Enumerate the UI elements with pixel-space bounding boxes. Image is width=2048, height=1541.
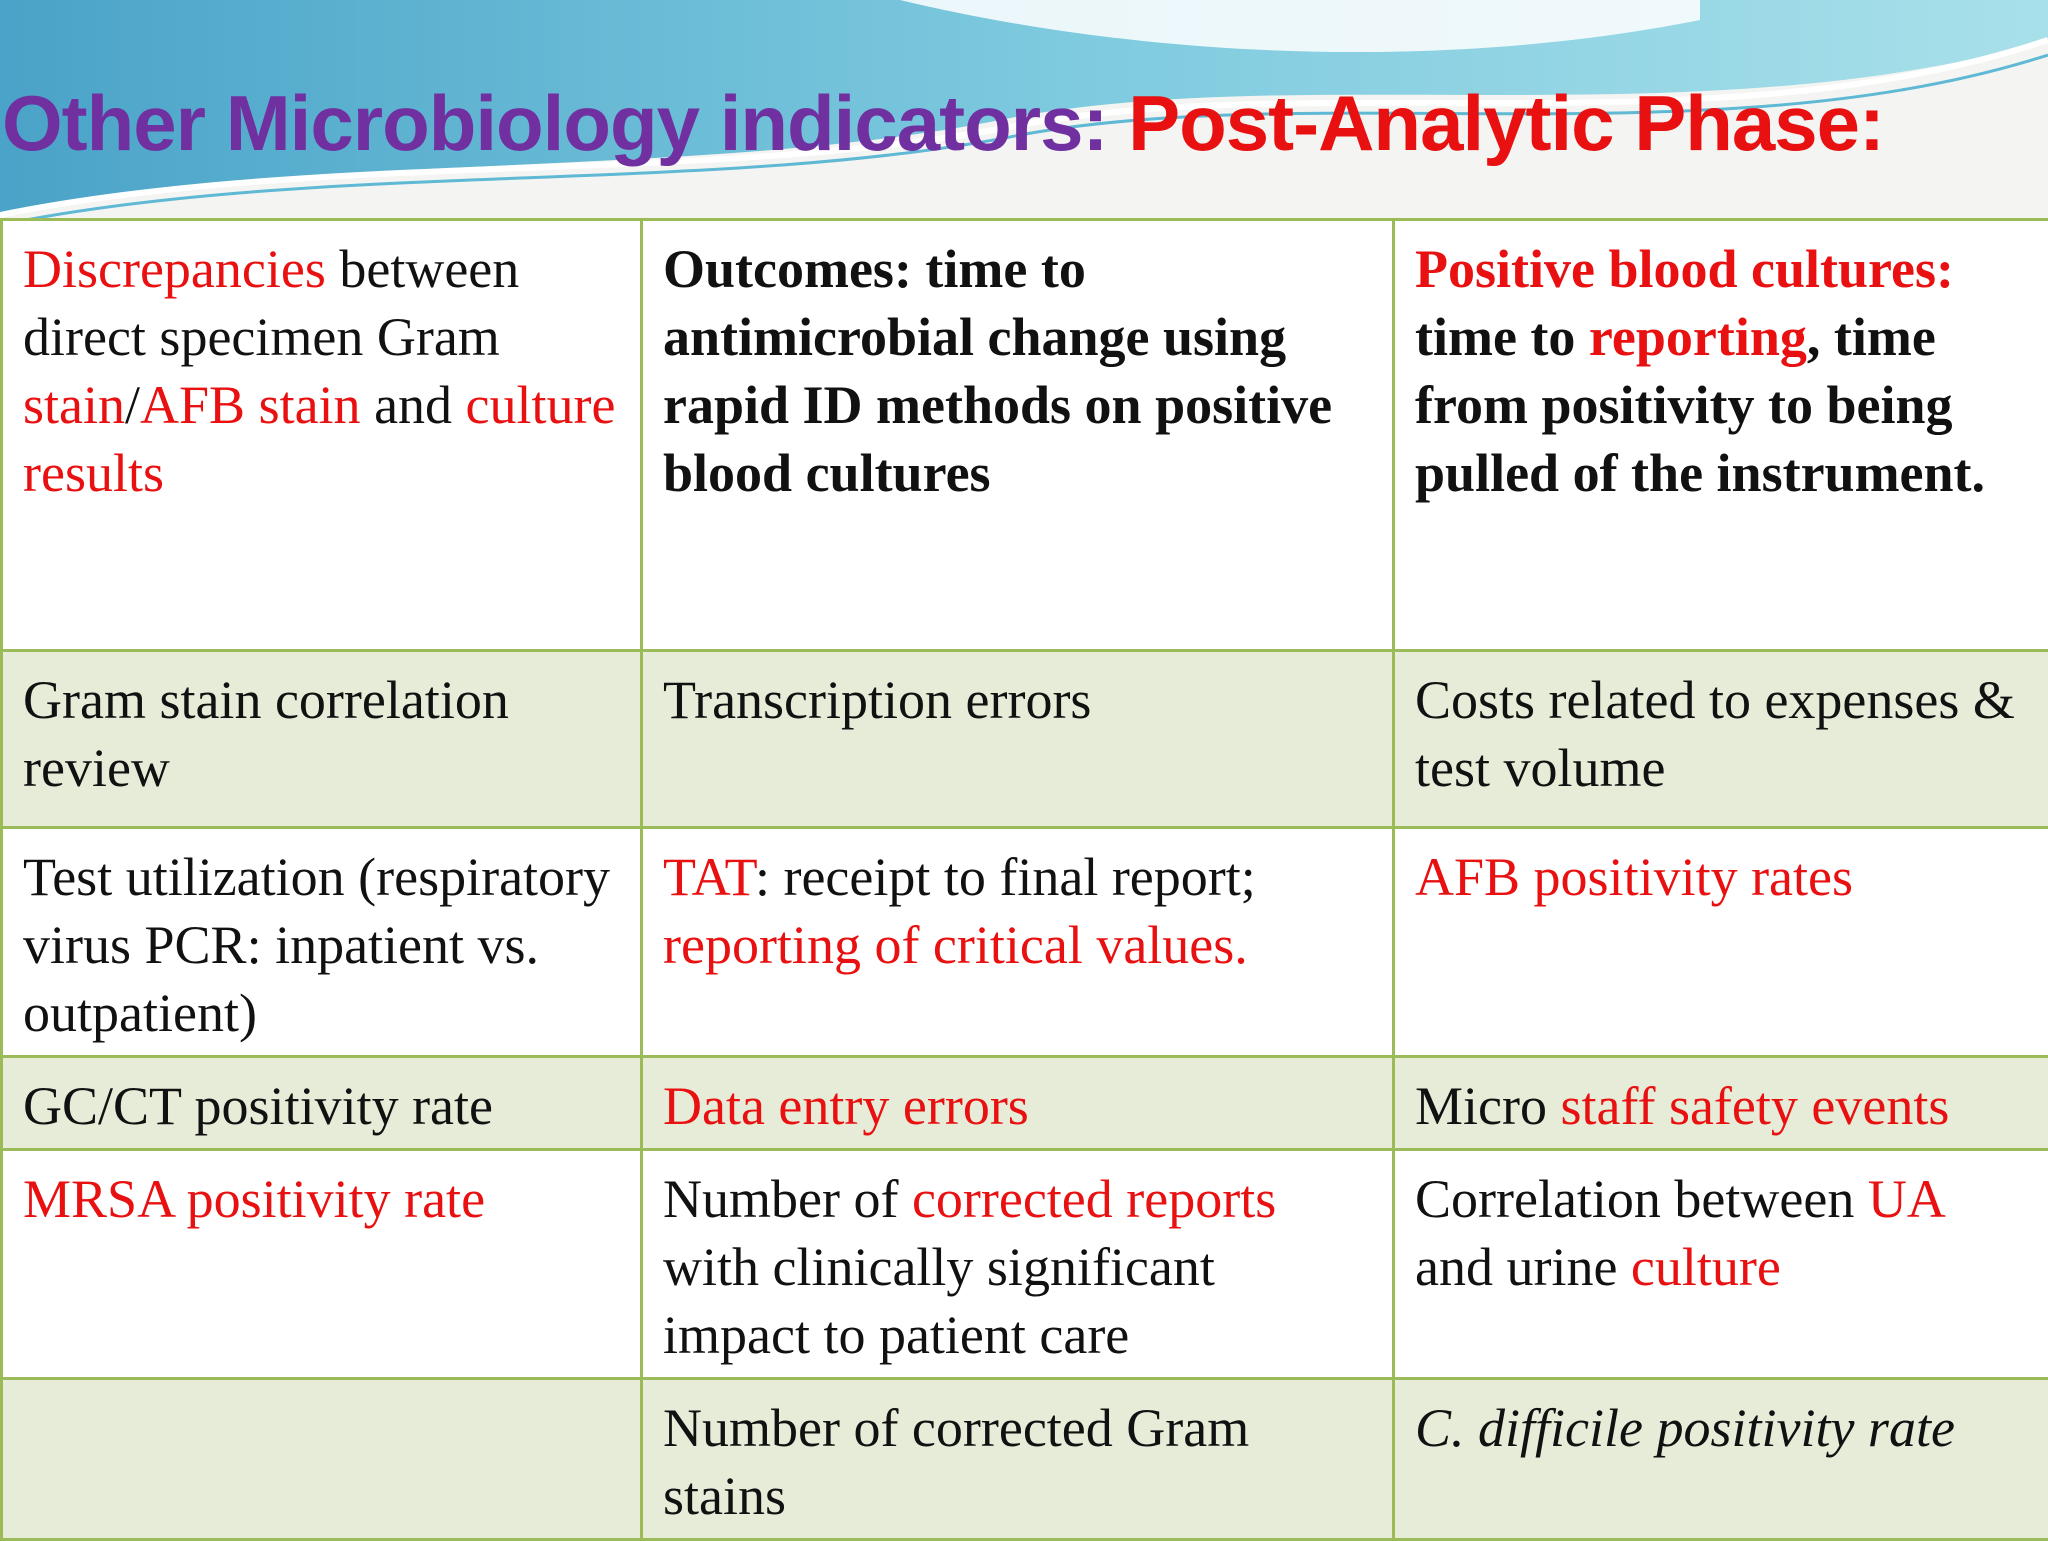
table-cell: Gram stain correlation review xyxy=(2,651,642,828)
cell-text-segment: / xyxy=(125,375,140,435)
table-cell: GC/CT positivity rate xyxy=(2,1057,642,1150)
cell-text-segment: with clinically significant impact to pa… xyxy=(663,1237,1215,1365)
table-cell: Positive blood cultures: time to reporti… xyxy=(1394,220,2048,651)
title-part-1: Other Microbiology indicators: xyxy=(2,79,1128,167)
cell-text-segment: AFB stain xyxy=(140,375,361,435)
cell-text-segment: corrected reports xyxy=(912,1169,1276,1229)
cell-text-segment: : receipt to final report; xyxy=(755,847,1256,907)
cell-text-segment: Number of xyxy=(663,1169,912,1229)
cell-text-segment: reporting of critical values. xyxy=(663,915,1248,975)
table-cell: Costs related to expenses & test volume xyxy=(1394,651,2048,828)
table-row: Test utilization (respiratory virus PCR:… xyxy=(2,828,2048,1057)
cell-text-segment: Correlation between xyxy=(1415,1169,1868,1229)
table-row: MRSA positivity rate Number of corrected… xyxy=(2,1150,2048,1379)
cell-text-segment: AFB positivity rates xyxy=(1415,847,1853,907)
table-row: Number of corrected Gram stains C. diffi… xyxy=(2,1379,2048,1540)
table-cell: TAT: receipt to final report; reporting … xyxy=(642,828,1394,1057)
cell-text-segment: TAT xyxy=(663,847,755,907)
table-row: Discrepancies between direct specimen Gr… xyxy=(2,220,2048,651)
cell-text-segment: GC/CT positivity rate xyxy=(23,1076,493,1136)
cell-text-segment: Outcomes: time to antimicrobial change u… xyxy=(663,239,1332,503)
table-cell: AFB positivity rates xyxy=(1394,828,2048,1057)
table-row: GC/CT positivity rate Data entry errors … xyxy=(2,1057,2048,1150)
table-cell: Number of corrected reports with clinica… xyxy=(642,1150,1394,1379)
cell-text-segment: and urine xyxy=(1415,1237,1631,1297)
table-cell: Correlation between UA and urine culture xyxy=(1394,1150,2048,1379)
cell-text-segment: Transcription errors xyxy=(663,670,1091,730)
cell-text-segment: UA xyxy=(1868,1169,1943,1229)
cell-text-segment: culture xyxy=(1631,1237,1781,1297)
table-cell: Outcomes: time to antimicrobial change u… xyxy=(642,220,1394,651)
cell-text-segment: C. difficile positivity rate xyxy=(1415,1398,1955,1458)
table-cell: Test utilization (respiratory virus PCR:… xyxy=(2,828,642,1057)
table-cell: C. difficile positivity rate xyxy=(1394,1379,2048,1540)
cell-text-segment: Positive blood cultures: xyxy=(1415,239,1954,299)
cell-text-segment: MRSA positivity rate xyxy=(23,1169,485,1229)
cell-text-segment: time to xyxy=(1415,307,1589,367)
slide-title: Other Microbiology indicators: Post-Anal… xyxy=(2,78,1884,169)
table-cell: Transcription errors xyxy=(642,651,1394,828)
table-cell xyxy=(2,1379,642,1540)
table-cell: Micro staff safety events xyxy=(1394,1057,2048,1150)
cell-text-segment: Discrepancies xyxy=(23,239,326,299)
cell-text-segment: reporting xyxy=(1589,307,1807,367)
table-row: Gram stain correlation review Transcript… xyxy=(2,651,2048,828)
indicators-table: Discrepancies between direct specimen Gr… xyxy=(0,218,2048,1541)
cell-text-segment: Test utilization (respiratory virus PCR:… xyxy=(23,847,610,1043)
table-cell: Data entry errors xyxy=(642,1057,1394,1150)
cell-text-segment: Number of corrected Gram stains xyxy=(663,1398,1249,1526)
cell-text-segment: Costs related to expenses & test volume xyxy=(1415,670,2015,798)
cell-text-segment: staff safety events xyxy=(1560,1076,1949,1136)
table-cell: Number of corrected Gram stains xyxy=(642,1379,1394,1540)
cell-text-segment: Gram stain correlation review xyxy=(23,670,509,798)
cell-text-segment: and xyxy=(361,375,466,435)
title-part-2: Post-Analytic Phase: xyxy=(1128,79,1884,167)
cell-text-segment: stain xyxy=(23,375,125,435)
cell-text-segment: Data entry errors xyxy=(663,1076,1029,1136)
table-cell: Discrepancies between direct specimen Gr… xyxy=(2,220,642,651)
cell-text-segment: Micro xyxy=(1415,1076,1560,1136)
table-cell: MRSA positivity rate xyxy=(2,1150,642,1379)
